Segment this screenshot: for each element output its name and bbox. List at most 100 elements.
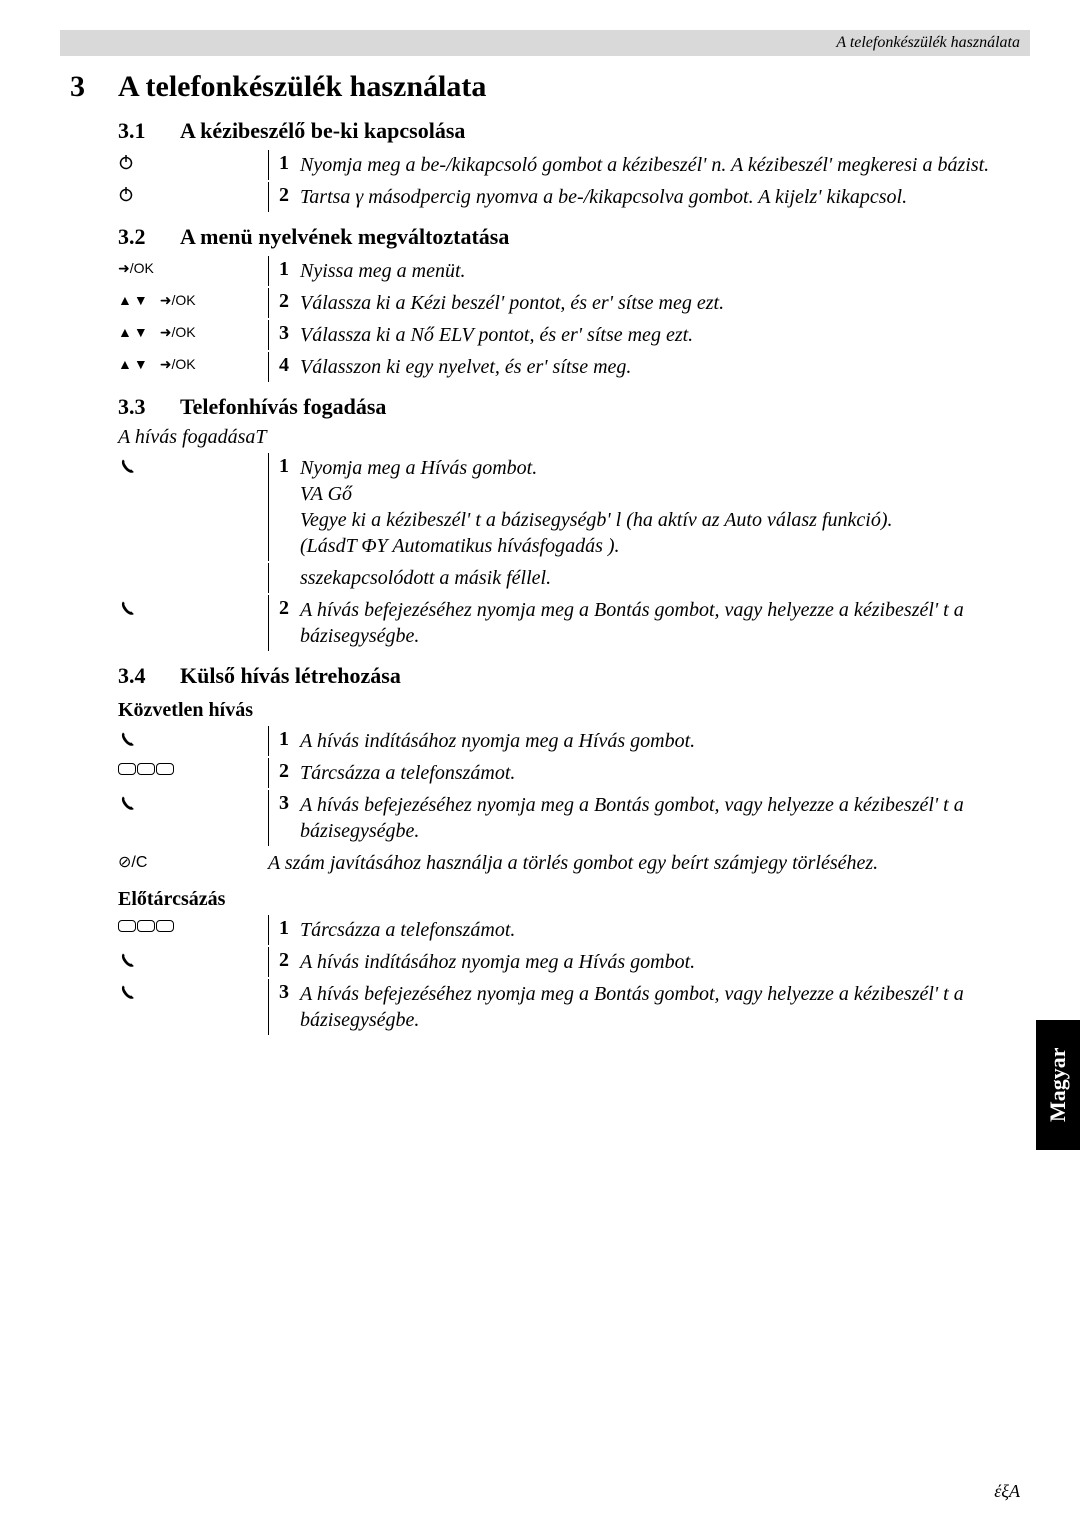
running-title: A telefonkészülék használata [836, 34, 1020, 52]
step-text: A hívás indításához nyomja meg a Hívás g… [300, 726, 1020, 756]
step-text: Nyissa meg a menüt. [300, 256, 1020, 286]
step-icon-col [118, 947, 268, 977]
step-text: Válasszon ki egy nyelvet, és er' sítse m… [300, 352, 1020, 382]
call-icon [118, 983, 138, 1003]
section-3-1-heading: 3.1 A kézibeszélő be-ki kapcsolása [118, 118, 1020, 144]
step-icon-col [118, 182, 268, 212]
step-text: Nyomja meg a be-/kikapcsoló gombot a kéz… [300, 150, 1020, 180]
section-title: A menü nyelvének megváltoztatása [180, 224, 509, 250]
step-number: 1 [268, 726, 300, 756]
step-text: Tárcsázza a telefonszámot. [300, 915, 1020, 945]
step-icon-col [118, 453, 268, 561]
subsection-title: Előtárcsázás [118, 888, 1020, 911]
step-icon-col: ▲▼ ➜/OK [118, 288, 268, 318]
step-text: Tárcsázza a telefonszámot. [300, 758, 1020, 788]
step-row: 2 A hívás indításához nyomja meg a Hívás… [118, 947, 1020, 977]
step-number: 1 [268, 150, 300, 180]
section-number: 3.2 [118, 224, 180, 250]
updown-icon: ▲▼ [118, 292, 150, 308]
step-number: 1 [268, 915, 300, 945]
step-text: Válassza ki a Kézi beszél' pontot, és er… [300, 288, 1020, 318]
subsection-title: Közvetlen hívás [118, 699, 1020, 722]
step-icon-col: ▲▼ ➜/OK [118, 352, 268, 382]
section-3-3-heading: 3.3 Telefonhívás fogadása [118, 394, 1020, 420]
step-number: 1 [268, 453, 300, 561]
step-number: 2 [268, 288, 300, 318]
step-number: 2 [268, 595, 300, 651]
step-number: 3 [268, 320, 300, 350]
arrow-ok-icon: ➜/OK [160, 292, 196, 309]
page-number: έξA [994, 1481, 1020, 1502]
step-icon-col [118, 758, 268, 788]
step-row: 2 Tárcsázza a telefonszámot. [118, 758, 1020, 788]
step-row: ➜/OK 1 Nyissa meg a menüt. [118, 256, 1020, 286]
step-icon-col: ⊘/C [118, 848, 268, 878]
step-row: sszekapcsolódott a másik féllel. [118, 563, 1020, 593]
step-number: 2 [268, 182, 300, 212]
arrow-ok-icon: ➜/OK [160, 356, 196, 373]
step-row: ▲▼ ➜/OK 4 Válasszon ki egy nyelvet, és e… [118, 352, 1020, 382]
step-row: 3 A hívás befejezéséhez nyomja meg a Bon… [118, 979, 1020, 1035]
section-title: Külső hívás létrehozása [180, 663, 401, 689]
step-number: 1 [268, 256, 300, 286]
arrow-ok-icon: ➜/OK [118, 260, 154, 277]
call-icon [118, 599, 138, 619]
step-row: 1 Nyomja meg a Hívás gombot. VA Gő Vegye… [118, 453, 1020, 561]
section-3-2-heading: 3.2 A menü nyelvének megváltoztatása [118, 224, 1020, 250]
step-text: A hívás befejezéséhez nyomja meg a Bontá… [300, 790, 1020, 846]
step-row: 1 A hívás indításához nyomja meg a Hívás… [118, 726, 1020, 756]
language-tab: Magyar [1036, 1020, 1080, 1150]
step-text: A hívás befejezéséhez nyomja meg a Bontá… [300, 979, 1020, 1035]
keypad-icon [118, 919, 175, 937]
keypad-icon [118, 762, 175, 780]
running-header: A telefonkészülék használata [60, 30, 1030, 56]
step-text: Tartsa γ másodpercig nyomva a be-/kikapc… [300, 182, 1020, 212]
step-icon-col: ▲▼ ➜/OK [118, 320, 268, 350]
step-row: 1 Tárcsázza a telefonszámot. [118, 915, 1020, 945]
step-line: Nyomja meg a Hívás gombot. [300, 457, 537, 479]
step-icon-col [118, 915, 268, 945]
step-number: 2 [268, 758, 300, 788]
step-icon-col [118, 979, 268, 1035]
step-icon-col [118, 563, 268, 593]
step-text: A hívás indításához nyomja meg a Hívás g… [300, 947, 1020, 977]
section-intro: A hívás fogadásaT [118, 426, 1020, 449]
step-line: VA Gő [300, 483, 352, 505]
step-line: (LásdT ΦY Automatikus hívásfogadás ). [300, 535, 620, 557]
chapter-title: A telefonkészülék használata [118, 70, 486, 104]
section-number: 3.4 [118, 663, 180, 689]
step-row: 2 Tartsa γ másodpercig nyomva a be-/kika… [118, 182, 1020, 212]
step-icon-col [118, 790, 268, 846]
step-number: 2 [268, 947, 300, 977]
language-tab-label: Magyar [1045, 1048, 1071, 1123]
step-row: 2 A hívás befejezéséhez nyomja meg a Bon… [118, 595, 1020, 651]
chapter-number: 3 [70, 70, 118, 104]
step-text: Nyomja meg a Hívás gombot. VA Gő Vegye k… [300, 453, 1020, 561]
section-3-4-heading: 3.4 Külső hívás létrehozása [118, 663, 1020, 689]
step-number [268, 563, 300, 593]
call-icon [118, 794, 138, 814]
call-icon [118, 457, 138, 477]
page-body: A telefonkészülék használata 3 A telefon… [0, 0, 1080, 1065]
power-icon [118, 154, 134, 170]
step-row: 1 Nyomja meg a be-/kikapcsoló gombot a k… [118, 150, 1020, 180]
step-row: ⊘/C A szám javításához használja a törlé… [118, 848, 1020, 878]
call-icon [118, 730, 138, 750]
section-number: 3.3 [118, 394, 180, 420]
arrow-ok-icon: ➜/OK [160, 324, 196, 341]
step-icon-col [118, 726, 268, 756]
correction-note: A szám javításához használja a törlés go… [268, 848, 1020, 878]
updown-icon: ▲▼ [118, 324, 150, 340]
section-number: 3.1 [118, 118, 180, 144]
power-icon [118, 186, 134, 202]
mute-c-icon: ⊘/C [118, 852, 147, 872]
step-number: 3 [268, 979, 300, 1035]
chapter-heading: 3 A telefonkészülék használata [70, 70, 1020, 104]
step-text: A hívás befejezéséhez nyomja meg a Bontá… [300, 595, 1020, 651]
call-icon [118, 951, 138, 971]
updown-icon: ▲▼ [118, 356, 150, 372]
section-title: Telefonhívás fogadása [180, 394, 386, 420]
step-number: 4 [268, 352, 300, 382]
step-row: ▲▼ ➜/OK 3 Válassza ki a Nő ELV pontot, é… [118, 320, 1020, 350]
step-icon-col [118, 150, 268, 180]
